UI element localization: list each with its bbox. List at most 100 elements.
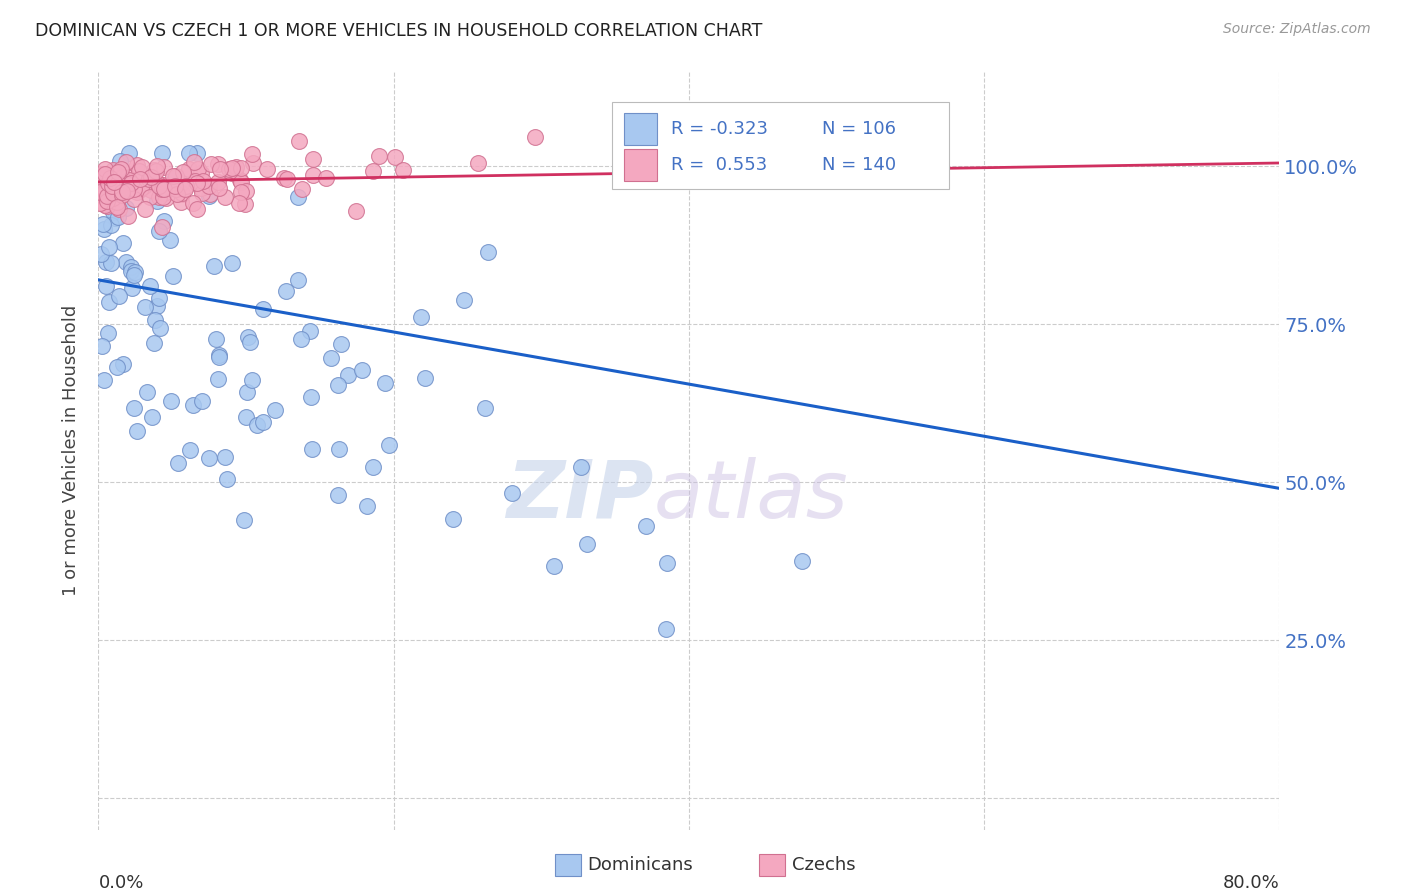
Point <box>186 176 208 190</box>
Point <box>198 179 221 194</box>
Point <box>477 245 499 260</box>
Point <box>163 171 186 186</box>
Point <box>240 147 263 161</box>
Point <box>208 348 231 362</box>
Point <box>384 150 406 164</box>
Point <box>221 256 243 270</box>
Text: N = 106: N = 106 <box>823 120 897 138</box>
Point <box>128 164 150 178</box>
Point <box>139 189 162 203</box>
Point <box>146 194 169 209</box>
Text: 0.0%: 0.0% <box>98 874 143 892</box>
Point <box>453 293 475 308</box>
Point <box>191 186 214 200</box>
Point <box>246 418 269 433</box>
Point <box>96 199 118 213</box>
Point <box>138 171 160 186</box>
Point <box>148 291 170 305</box>
Point <box>115 169 138 184</box>
Point <box>523 130 546 145</box>
Point <box>90 339 112 353</box>
Point <box>177 146 200 161</box>
Point <box>111 186 134 200</box>
Point <box>100 177 122 191</box>
Point <box>125 186 148 200</box>
Point <box>153 182 176 196</box>
Text: R =  0.553: R = 0.553 <box>671 156 768 174</box>
Point <box>108 178 131 192</box>
Text: R = -0.323: R = -0.323 <box>671 120 768 138</box>
Point <box>96 188 118 202</box>
Point <box>105 185 128 199</box>
Point <box>236 330 259 344</box>
Point <box>142 163 165 178</box>
Point <box>139 183 162 197</box>
Point <box>117 177 139 191</box>
Point <box>129 181 152 195</box>
Point <box>112 235 135 250</box>
Point <box>252 415 274 429</box>
Text: Dominicans: Dominicans <box>588 856 693 874</box>
Point <box>97 176 120 190</box>
Point <box>792 554 814 568</box>
Text: N = 140: N = 140 <box>823 156 897 174</box>
Point <box>96 191 118 205</box>
Point <box>229 186 252 200</box>
Point <box>191 393 214 408</box>
Point <box>228 196 250 211</box>
Point <box>218 161 240 176</box>
Point <box>634 519 657 533</box>
Bar <box>624 150 657 181</box>
Point <box>207 156 229 170</box>
Point <box>94 198 117 212</box>
Point <box>150 181 173 195</box>
Text: Source: ZipAtlas.com: Source: ZipAtlas.com <box>1223 22 1371 37</box>
Point <box>122 182 145 196</box>
Point <box>207 372 229 386</box>
Point <box>107 165 129 179</box>
Point <box>143 312 166 326</box>
Point <box>256 161 278 176</box>
Point <box>202 259 225 273</box>
Point <box>326 378 349 392</box>
Point <box>131 182 153 196</box>
Point <box>149 320 172 334</box>
Point <box>100 255 122 269</box>
Point <box>94 161 117 176</box>
Point <box>107 178 129 192</box>
Point <box>165 182 187 196</box>
Point <box>111 188 134 202</box>
Point <box>94 184 117 198</box>
Point <box>198 188 221 202</box>
Point <box>198 187 221 202</box>
Point <box>96 194 118 208</box>
Point <box>233 513 256 527</box>
Point <box>108 289 131 303</box>
Point <box>150 182 173 196</box>
Point <box>183 174 205 188</box>
Point <box>183 155 205 169</box>
Point <box>467 156 489 170</box>
Point <box>131 161 153 175</box>
Point <box>94 167 117 181</box>
Point <box>152 161 174 175</box>
Text: DOMINICAN VS CZECH 1 OR MORE VEHICLES IN HOUSEHOLD CORRELATION CHART: DOMINICAN VS CZECH 1 OR MORE VEHICLES IN… <box>35 22 762 40</box>
Text: atlas: atlas <box>654 457 848 535</box>
Point <box>141 409 163 424</box>
Point <box>224 164 246 178</box>
Text: Czechs: Czechs <box>792 856 855 874</box>
Point <box>229 172 252 186</box>
Point <box>121 281 143 295</box>
Point <box>122 401 145 416</box>
Point <box>240 372 263 386</box>
Point <box>115 154 138 169</box>
Point <box>186 202 208 216</box>
Point <box>374 376 396 391</box>
Point <box>299 324 322 338</box>
Point <box>183 195 205 210</box>
Point <box>315 171 337 186</box>
Point <box>225 160 247 174</box>
Point <box>145 164 167 178</box>
Point <box>103 162 125 177</box>
Point <box>112 177 135 191</box>
